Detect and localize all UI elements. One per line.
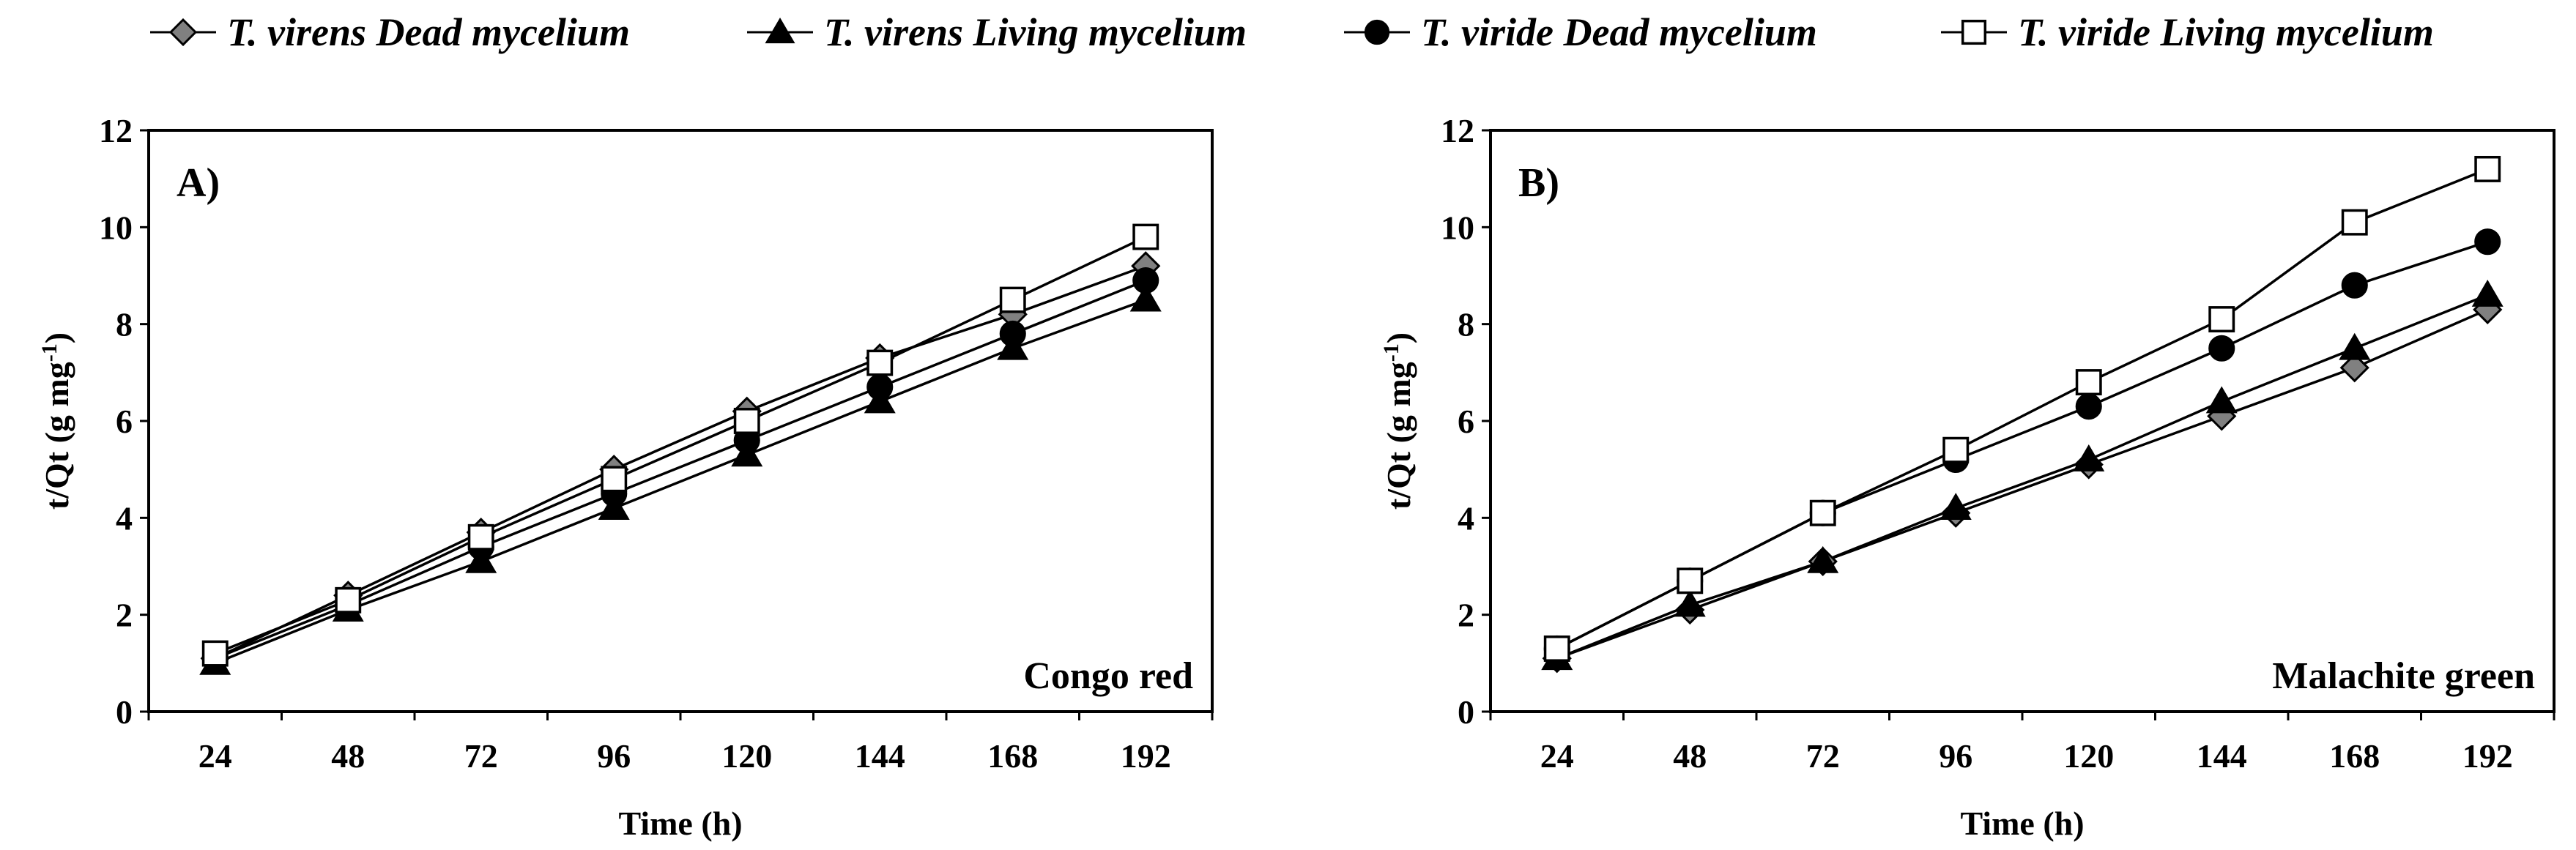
- y-tick-label: 2: [1458, 597, 1474, 634]
- data-point-t-virens-living-mycelium: [2205, 386, 2238, 414]
- data-point-t-virens-living-mycelium: [2339, 332, 2371, 360]
- data-point-t-viride-living-mycelium: [2208, 306, 2235, 333]
- y-tick-label: 10: [1441, 209, 1474, 246]
- legend-label: T. virens Living mycelium: [824, 10, 1247, 54]
- x-tick-label: 96: [597, 737, 631, 775]
- x-tick-label: 144: [2197, 737, 2247, 775]
- y-axis-title: t/Qt (g mg-1): [37, 332, 76, 510]
- panel-label: A): [177, 160, 220, 206]
- x-tick-label: 192: [2462, 737, 2513, 775]
- legend-entry-t-viride-living-mycelium: T. viride Living mycelium: [1941, 10, 2434, 54]
- x-axis-title: Time (h): [618, 805, 742, 842]
- series-line-t-virens-dead-mycelium: [215, 264, 1146, 660]
- data-point-t-viride-dead-mycelium: [866, 373, 894, 400]
- data-point-t-viride-living-mycelium: [999, 286, 1026, 313]
- y-tick-label: 12: [1441, 112, 1474, 149]
- x-tick-label: 96: [1939, 737, 1972, 775]
- x-tick-label: 168: [987, 737, 1038, 775]
- legend: T. virens Dead mycelium T. virens Living …: [150, 10, 2434, 54]
- data-point-t-viride-dead-mycelium: [1132, 267, 1159, 294]
- y-tick-label: 12: [99, 112, 133, 149]
- data-point-t-viride-dead-mycelium: [2075, 393, 2102, 420]
- data-point-t-viride-living-mycelium: [1809, 499, 1836, 526]
- data-point-t-viride-living-mycelium: [1942, 436, 1970, 463]
- x-tick-label: 24: [198, 737, 232, 775]
- y-tick-label: 6: [116, 403, 133, 440]
- plot-frame: [147, 129, 1214, 713]
- x-tick-label: 168: [2329, 737, 2380, 775]
- data-point-t-virens-living-mycelium: [2471, 279, 2503, 307]
- x-tick-label: 48: [1673, 737, 1707, 775]
- series-line-t-virens-living-mycelium: [1556, 294, 2488, 660]
- y-axis-title: t/Qt (g mg-1): [1379, 332, 1418, 510]
- legend-marker-circle: [1364, 19, 1390, 45]
- legend-label: T. viride Living mycelium: [2018, 10, 2434, 54]
- data-point-t-virens-living-mycelium: [2073, 444, 2105, 471]
- y-tick-label: 2: [116, 597, 133, 634]
- data-point-t-viride-living-mycelium: [1677, 567, 1704, 594]
- x-axis-title: Time (h): [1960, 805, 2084, 842]
- series-line-t-virens-living-mycelium: [215, 298, 1146, 665]
- y-tick-label: 4: [1458, 499, 1474, 537]
- series-line-t-virens-dead-mycelium: [1556, 308, 2488, 660]
- data-point-t-viride-living-mycelium: [201, 640, 229, 667]
- data-point-t-viride-dead-mycelium: [2474, 228, 2501, 256]
- y-tick-label: 8: [1458, 306, 1474, 343]
- data-point-t-viride-living-mycelium: [2341, 209, 2368, 236]
- data-point-t-virens-living-mycelium: [1807, 545, 1839, 573]
- series-line-t-viride-dead-mycelium: [215, 279, 1146, 660]
- legend-marker-triangle: [765, 18, 795, 44]
- data-point-t-viride-living-mycelium: [1543, 635, 1570, 662]
- x-tick-label: 192: [1121, 737, 1171, 775]
- data-point-t-virens-dead-mycelium: [2339, 353, 2369, 383]
- data-point-t-viride-living-mycelium: [335, 586, 362, 614]
- dye-name-label: Malachite green: [2272, 655, 2535, 697]
- data-point-t-viride-dead-mycelium: [2208, 335, 2235, 362]
- data-point-t-viride-dead-mycelium: [999, 320, 1026, 347]
- y-tick-label: 4: [116, 499, 133, 537]
- x-tick-label: 24: [1540, 737, 1574, 775]
- legend-label: T. virens Dead mycelium: [227, 10, 630, 54]
- x-tick-label: 72: [1806, 737, 1840, 775]
- y-tick-label: 6: [1458, 403, 1474, 440]
- data-point-t-virens-living-mycelium: [1674, 589, 1706, 617]
- y-tick-label: 0: [1458, 693, 1474, 731]
- x-tick-label: 144: [855, 737, 905, 775]
- legend-marker-diamond: [168, 18, 198, 47]
- data-point-t-virens-living-mycelium: [1940, 493, 1972, 520]
- y-tick-label: 10: [99, 209, 133, 246]
- y-tick-label: 8: [116, 306, 133, 343]
- data-point-t-viride-living-mycelium: [866, 349, 894, 376]
- legend-entry-t-virens-living-mycelium: T. virens Living mycelium: [747, 10, 1247, 54]
- legend-label: T. viride Dead mycelium: [1421, 10, 1817, 54]
- data-point-t-viride-living-mycelium: [1132, 223, 1159, 250]
- legend-entry-t-virens-dead-mycelium: T. virens Dead mycelium: [150, 10, 630, 54]
- data-point-t-viride-living-mycelium: [467, 523, 494, 551]
- x-tick-label: 120: [721, 737, 772, 775]
- x-tick-label: 72: [464, 737, 498, 775]
- series-line-t-viride-living-mycelium: [215, 235, 1146, 655]
- data-point-t-virens-living-mycelium: [1129, 284, 1162, 312]
- panel-label: B): [1518, 160, 1559, 206]
- legend-marker-square: [1961, 19, 1987, 45]
- data-point-t-viride-living-mycelium: [601, 466, 628, 493]
- data-point-t-viride-living-mycelium: [2474, 155, 2501, 182]
- dye-name-label: Congo red: [1023, 655, 1193, 697]
- data-point-t-viride-living-mycelium: [2075, 369, 2102, 396]
- series-line-t-viride-living-mycelium: [1556, 168, 2488, 650]
- x-tick-label: 48: [331, 737, 365, 775]
- data-point-t-viride-living-mycelium: [733, 408, 760, 434]
- data-point-t-viride-dead-mycelium: [2341, 272, 2368, 299]
- x-tick-label: 120: [2063, 737, 2114, 775]
- y-tick-label: 0: [116, 693, 133, 731]
- legend-entry-t-viride-dead-mycelium: T. viride Dead mycelium: [1344, 10, 1817, 54]
